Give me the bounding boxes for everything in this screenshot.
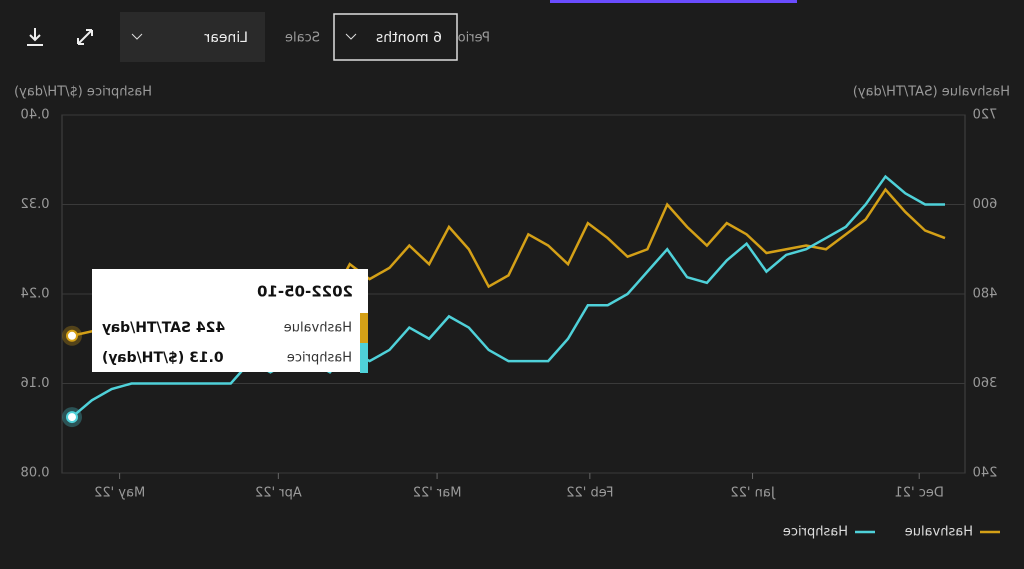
- hover-point: [66, 329, 78, 342]
- y2-tick-label: 0.16: [21, 376, 50, 391]
- tooltip-name: Hashprice: [287, 351, 352, 366]
- tooltip-swatch: [360, 313, 368, 343]
- scale-value: Linear: [204, 30, 248, 46]
- chevron: [345, 33, 357, 40]
- x-tick-label: Feb '22: [566, 486, 613, 501]
- y-tick-label: 480: [973, 287, 998, 302]
- series-line: [71, 174, 945, 419]
- y2-tick-label: 0.40: [21, 108, 50, 123]
- y2-tick-label: 0.08: [21, 466, 50, 481]
- legend-label: Hashvalue: [905, 525, 973, 540]
- x-tick-label: May '22: [94, 486, 145, 501]
- x-tick-label: Dec '21: [895, 486, 944, 501]
- period-value: 6 months: [376, 30, 442, 46]
- tooltip-name: Hashvalue: [284, 321, 352, 336]
- period-select[interactable]: [333, 13, 458, 61]
- legend-label: Hashprice: [783, 525, 848, 540]
- expand-button[interactable]: [77, 29, 93, 45]
- x-tick-label: Apr '22: [255, 486, 302, 501]
- y-tick-label: 360: [973, 376, 998, 391]
- y2-tick-label: 0.24: [21, 287, 50, 302]
- y2-axis-title: Hashprice ($/TH/day): [14, 85, 152, 100]
- y-axis-title: Hashvalue (SAT/TH/day): [853, 85, 1010, 100]
- period-label: Period: [449, 31, 490, 46]
- tab-indicator: [550, 0, 797, 3]
- scale-select[interactable]: [120, 12, 265, 62]
- y-tick-label: 240: [973, 466, 998, 481]
- tooltip-date: 2022-05-10: [257, 283, 353, 301]
- hover-point: [66, 411, 78, 424]
- tooltip-value: 424 SAT/TH/day: [102, 320, 225, 336]
- chevron: [131, 33, 143, 40]
- y2-tick-label: 0.32: [21, 197, 50, 212]
- download-button[interactable]: [27, 28, 43, 46]
- y-tick-label: 720: [973, 108, 998, 123]
- tooltip-swatch: [360, 343, 368, 373]
- scale-label: Scale: [285, 31, 320, 46]
- tooltip: [92, 269, 368, 372]
- x-tick-label: Mar '22: [413, 486, 462, 501]
- y-tick-label: 600: [973, 197, 998, 212]
- x-tick-label: Jan '22: [730, 486, 775, 501]
- tooltip-value: 0.13 ($/TH/day): [102, 350, 224, 366]
